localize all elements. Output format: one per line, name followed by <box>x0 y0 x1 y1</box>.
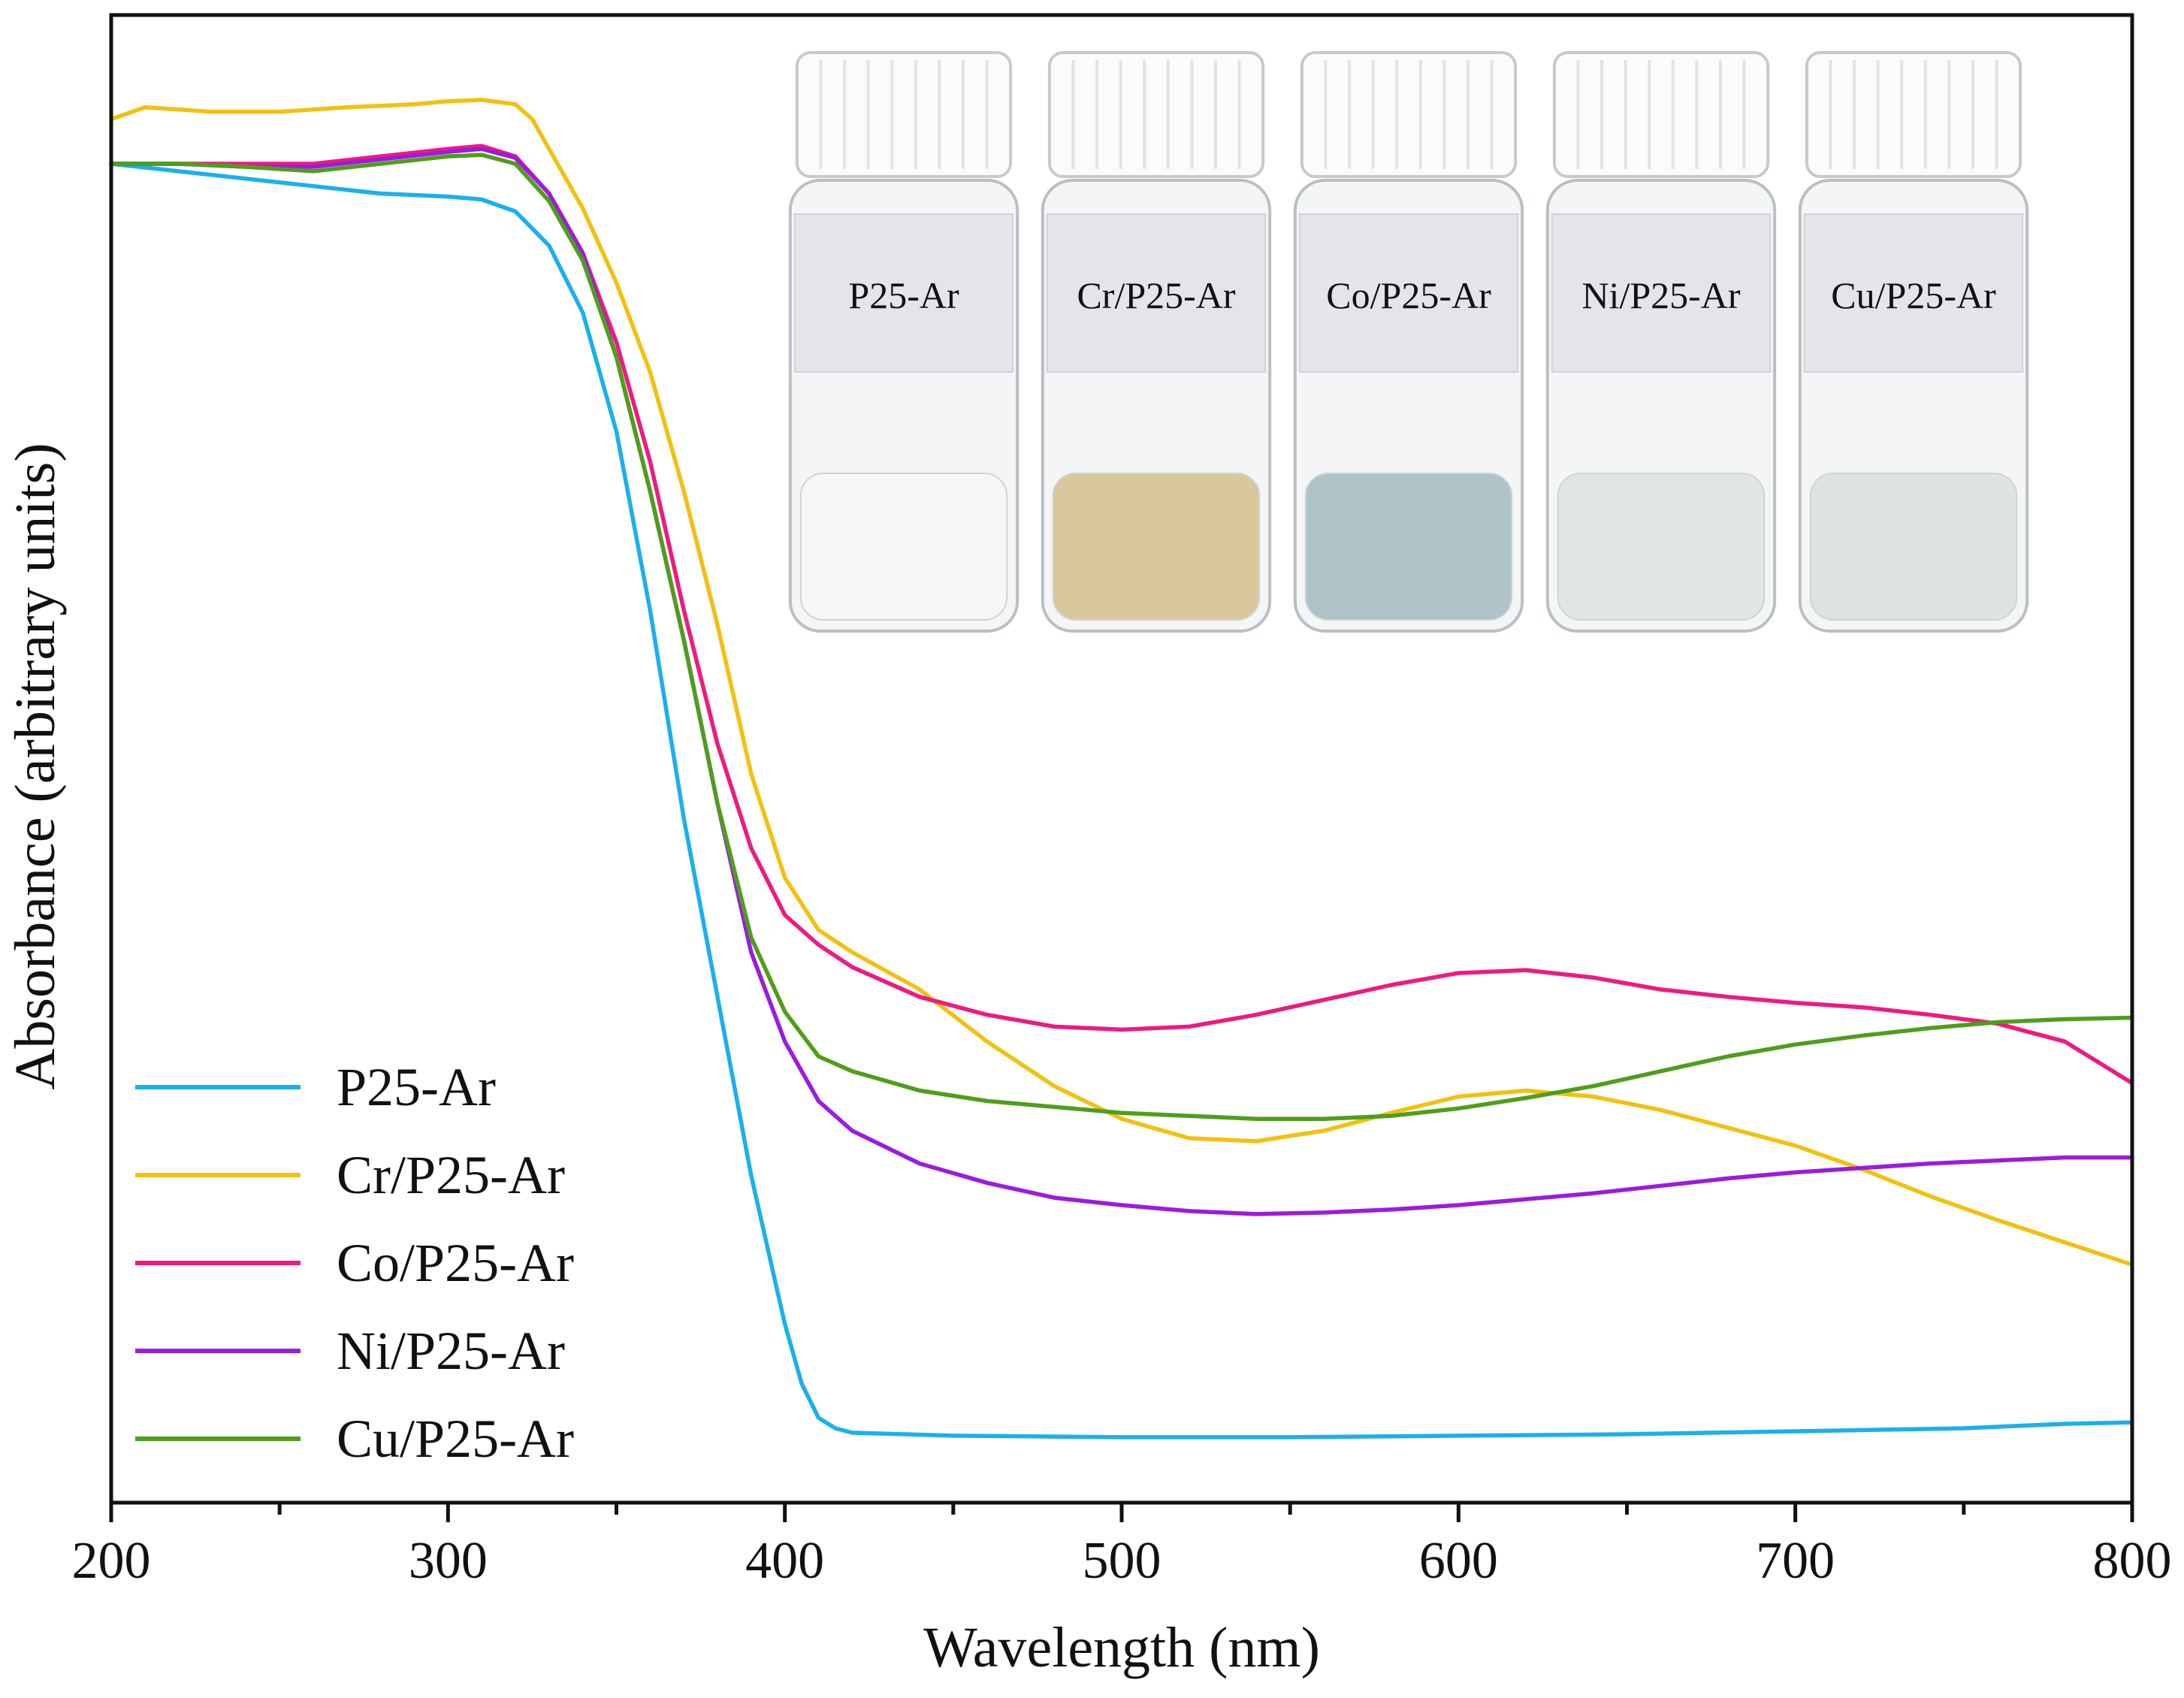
vial-label-sticker <box>1551 213 1772 373</box>
vial-label-sticker <box>1803 213 2024 373</box>
vial-label-text: P25-Ar <box>848 274 959 316</box>
series-line-p25-ar <box>109 162 2134 1440</box>
vial-cap <box>1047 51 1265 178</box>
vial-powder <box>1557 473 1766 621</box>
vial-cap <box>1300 51 1518 178</box>
x-tick-label: 800 <box>2093 1532 2172 1590</box>
legend-label: Cu/P25-Ar <box>337 1409 574 1469</box>
series-line-ni-p25-ar <box>109 147 2134 1216</box>
series-line-cu-p25-ar <box>109 153 2134 1121</box>
vial-powder <box>1304 473 1513 621</box>
series-line-cr-p25-ar <box>109 98 2134 1267</box>
sample-vial: Cu/P25-Ar <box>1798 51 2029 633</box>
vial-powder <box>799 473 1008 621</box>
series-line-co-p25-ar <box>109 144 2134 1086</box>
vial-powder <box>1809 473 2018 621</box>
vial-cap <box>795 51 1013 178</box>
x-tick-label: 400 <box>745 1532 824 1590</box>
x-tick-label: 700 <box>1756 1532 1835 1590</box>
sample-vial: Ni/P25-Ar <box>1545 51 1777 633</box>
x-axis-label: Wavelength (nm) <box>923 1616 1320 1679</box>
vial-label-text: Co/P25-Ar <box>1326 274 1491 316</box>
y-axis-label: Absorbance (arbitrary units) <box>4 443 67 1089</box>
legend-label: Co/P25-Ar <box>337 1233 574 1293</box>
legend: P25-Ar Cr/P25-Ar Co/P25-Ar Ni/P25-Ar Cu/P25-… <box>135 1057 574 1469</box>
vial-label-text: Cu/P25-Ar <box>1831 274 1996 316</box>
x-tick-label: 500 <box>1083 1532 1161 1590</box>
vial-label-sticker <box>793 213 1014 373</box>
x-tick-label: 200 <box>72 1532 151 1590</box>
vial-label-sticker <box>1298 213 1519 373</box>
vial-cap <box>1552 51 1770 178</box>
legend-label: Ni/P25-Ar <box>337 1321 565 1381</box>
vial-label-text: Ni/P25-Ar <box>1581 274 1740 316</box>
vial-label-sticker <box>1046 213 1267 373</box>
legend-label: Cr/P25-Ar <box>337 1145 565 1205</box>
sample-vial: Cr/P25-Ar <box>1041 51 1272 633</box>
vial-photo-inset: P25-Ar Cr/P25-Ar Co/P25-Ar Ni/P25-Ar Cu/P25-… <box>778 51 2040 646</box>
x-tick-label: 300 <box>409 1532 488 1590</box>
sample-vial: P25-Ar <box>788 51 1020 633</box>
x-ticks: 200 300 400 500 600 700 800 <box>72 1503 2172 1590</box>
x-tick-label: 600 <box>1419 1532 1498 1590</box>
sample-vial: Co/P25-Ar <box>1293 51 1524 633</box>
series-layer <box>109 98 2134 1440</box>
legend-label: P25-Ar <box>337 1057 496 1117</box>
vial-cap <box>1805 51 2022 178</box>
vial-label-text: Cr/P25-Ar <box>1077 274 1235 316</box>
vial-powder <box>1052 473 1261 621</box>
